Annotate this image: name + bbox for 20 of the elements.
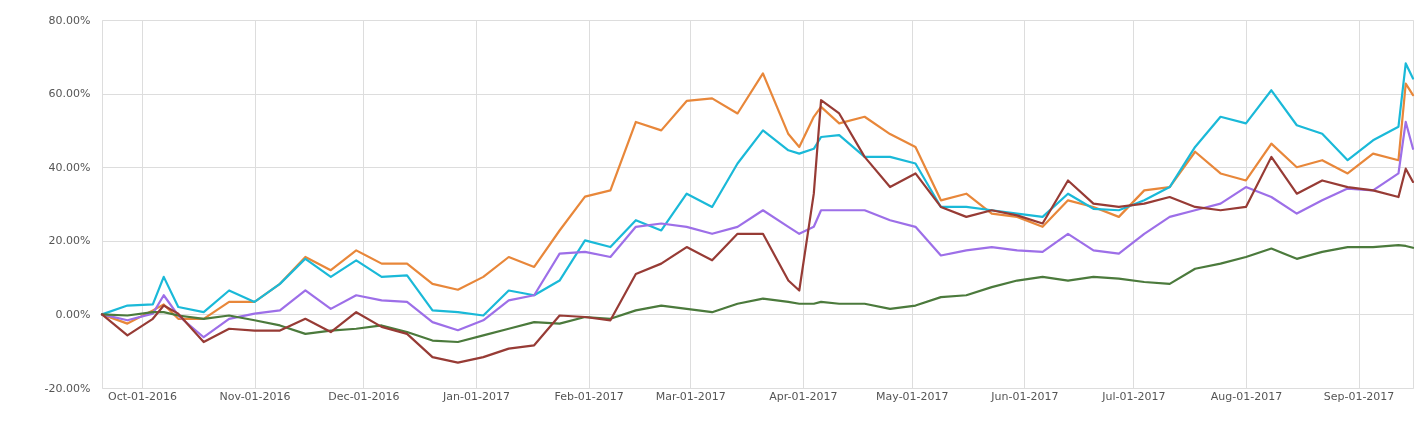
y-tick-label: 20.00%	[48, 234, 91, 248]
y-tick-label: 40.00%	[48, 160, 91, 174]
x-tick-label: Mar-01-2017	[655, 389, 726, 403]
x-tick-label: Feb-01-2017	[554, 389, 624, 403]
x-tick-label: Jun-01-2017	[990, 389, 1059, 403]
x-tick-label: May-01-2017	[876, 389, 949, 403]
y-tick-label: -20.00%	[44, 381, 91, 395]
line-series	[100, 244, 1415, 344]
x-tick-label: Dec-01-2016	[328, 389, 400, 403]
x-tick-label: Jan-01-2017	[442, 389, 510, 403]
x-tick-label: Apr-01-2017	[769, 389, 838, 403]
x-tick-label: Oct-01-2016	[107, 389, 177, 403]
y-tick-label: 60.00%	[48, 87, 91, 101]
line-series	[100, 99, 1415, 364]
y-tick-label: 0.00%	[55, 307, 91, 321]
x-tick-label: Aug-01-2017	[1210, 389, 1283, 403]
y-tick-label: 80.00%	[48, 13, 91, 27]
x-tick-label: Jul-01-2017	[1101, 389, 1166, 403]
x-tick-label: Nov-01-2016	[219, 389, 291, 403]
x-tick-label: Sep-01-2017	[1323, 389, 1395, 403]
